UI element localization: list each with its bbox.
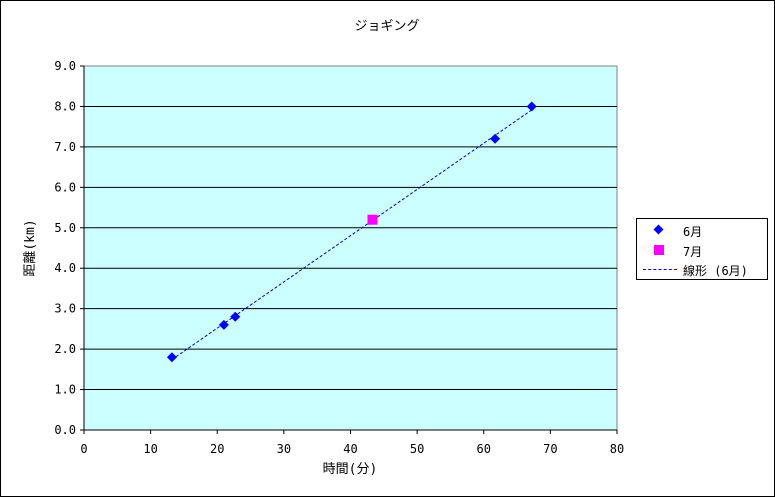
x-tick-label: 40	[343, 442, 357, 456]
square-marker-icon	[654, 245, 664, 255]
x-axis-label: 時間(分)	[323, 462, 378, 477]
legend: 6月 7月 線形 (6月)	[636, 218, 768, 280]
data-point-diamond	[490, 133, 501, 144]
y-tick-label: 6.0	[54, 180, 76, 194]
y-axis-ticks: 0.0 1.0 2.0 3.0 4.0 5.0 6.0 7.0 8.0 9.0	[54, 59, 84, 437]
x-tick-label: 0	[80, 442, 87, 456]
x-tick-label: 30	[277, 442, 291, 456]
legend-item-june: 6月	[637, 221, 767, 239]
diamond-marker-icon	[653, 224, 664, 235]
legend-label-june: 6月	[683, 225, 703, 239]
legend-label-july: 7月	[683, 245, 703, 259]
x-axis-ticks: 0 10 20 30 40 50 60 70 80	[80, 430, 624, 456]
y-tick-label: 3.0	[54, 302, 76, 316]
y-tick-label: 4.0	[54, 261, 76, 275]
x-tick-label: 70	[543, 442, 557, 456]
data-point-diamond	[230, 311, 241, 322]
x-tick-label: 80	[610, 442, 624, 456]
y-axis-label: 距離(km)	[23, 219, 38, 276]
y-tick-label: 2.0	[54, 342, 76, 356]
x-tick-label: 20	[210, 442, 224, 456]
data-points	[166, 101, 537, 363]
x-tick-label: 10	[143, 442, 157, 456]
y-tick-label: 1.0	[54, 383, 76, 397]
x-tick-label: 50	[410, 442, 424, 456]
legend-item-july: 7月	[637, 241, 767, 259]
plot-area	[83, 65, 618, 431]
dashed-line-icon	[643, 269, 677, 270]
legend-label-trendline: 線形 (6月)	[683, 264, 748, 278]
y-tick-label: 5.0	[54, 221, 76, 235]
y-tick-label: 0.0	[54, 423, 76, 437]
data-point-diamond	[526, 101, 537, 112]
data-point-diamond	[218, 319, 229, 330]
x-tick-label: 60	[477, 442, 491, 456]
chart-title: ジョギング	[354, 19, 419, 34]
y-tick-label: 8.0	[54, 99, 76, 113]
legend-item-trendline: 線形 (6月)	[637, 260, 767, 278]
data-point-diamond	[166, 352, 177, 363]
y-tick-label: 9.0	[54, 59, 76, 73]
y-tick-label: 7.0	[54, 140, 76, 154]
data-point-square	[367, 214, 378, 225]
